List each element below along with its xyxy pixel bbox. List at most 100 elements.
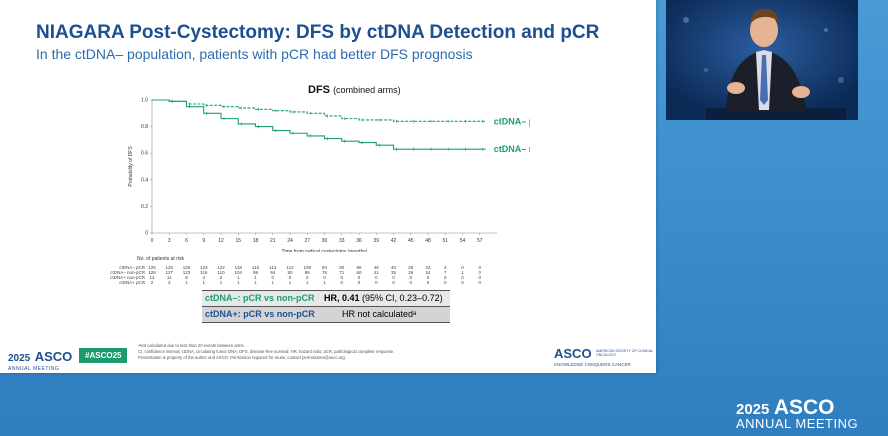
- risk-cell: 0: [426, 275, 430, 280]
- risk-cell: 0: [340, 280, 343, 285]
- asco-tagline: KNOWLEDGE CONQUERS CANCER: [554, 362, 631, 367]
- asco-society-logo: ASCO AMERICAN SOCIETY OF CLINICAL ONCOLO…: [554, 346, 653, 367]
- y-tick-label: 0.2: [141, 204, 148, 210]
- risk-cell: 35: [390, 270, 396, 275]
- slide-title: NIAGARA Post-Cystectomy: DFS by ctDNA De…: [36, 22, 600, 43]
- hr-table: ctDNA–: pCR vs non-pCR HR, 0.41 (95% CI,…: [202, 290, 450, 323]
- risk-cell: 2: [167, 280, 171, 285]
- asco-annual-meeting-logo: 2025 ASCO ANNUAL MEETING: [8, 348, 72, 372]
- risk-cell: 23: [425, 265, 431, 270]
- x-tick-label: 54: [460, 238, 466, 244]
- risk-cell: 0: [409, 280, 412, 285]
- risk-cell: 122: [217, 265, 225, 270]
- risk-cell: 0: [426, 280, 430, 285]
- footnote-1: ᵃNot calculated due to less than 20 even…: [138, 343, 245, 348]
- risk-cell: 2: [150, 280, 154, 285]
- x-tick-label: 27: [304, 238, 310, 244]
- risk-cell: 0: [374, 275, 378, 280]
- risk-cell: 0: [443, 280, 447, 285]
- y-tick-label: 0.6: [141, 151, 148, 157]
- annual-meeting-logo-overlay: 2025 ASCO ANNUAL MEETING: [736, 396, 858, 431]
- asco-society-logo-name: ASCO: [554, 346, 592, 361]
- x-tick-label: 6: [185, 238, 188, 244]
- risk-cell: 0: [288, 275, 292, 280]
- risk-row-label: ctDNA– non-pCR: [110, 270, 145, 275]
- risk-cell: 110: [217, 270, 225, 275]
- risk-cell: 1: [271, 280, 274, 285]
- x-axis-label: Time from radical cystectomy (months): [282, 249, 368, 252]
- asco-logo-name: ASCO: [34, 349, 73, 364]
- risk-cell: 26: [408, 265, 414, 270]
- risk-cell: 14: [149, 275, 155, 280]
- risk-cell: 48: [373, 265, 379, 270]
- risk-cell: 123: [199, 265, 208, 270]
- risk-cell: 116: [200, 270, 208, 275]
- risk-cell: 0: [357, 275, 361, 280]
- risk-cell: 0: [461, 280, 464, 285]
- risk-row-label: ctDNA+ pCR: [119, 280, 145, 285]
- risk-cell: 118: [234, 265, 242, 270]
- risk-cell: 90: [287, 270, 293, 275]
- y-tick-label: 0.4: [141, 177, 148, 183]
- hr-ci: (95% CI, 0.23–0.72): [359, 293, 443, 303]
- risk-cell: 1: [185, 280, 188, 285]
- risk-cell: 94: [321, 265, 327, 270]
- risk-cell: 0: [392, 275, 395, 280]
- risk-cell: 11: [166, 275, 172, 280]
- x-tick-label: 57: [477, 238, 483, 244]
- risk-cell: 128: [148, 270, 156, 275]
- hr-row-ctdna-neg: ctDNA–: pCR vs non-pCR HR, 0.41 (95% CI,…: [202, 290, 450, 306]
- x-tick-label: 33: [339, 238, 345, 244]
- risk-cell: 60: [356, 270, 362, 275]
- chart-title-main: DFS: [308, 84, 330, 96]
- risk-cell: 0: [461, 275, 464, 280]
- risk-cell: 0: [392, 280, 395, 285]
- footnotes: ᵃNot calculated due to less than 20 even…: [138, 343, 428, 361]
- risk-row: ctDNA– non-pCR 128 127 123 116 110 104 99 94 90 86…: [90, 270, 520, 276]
- risk-cell: 0: [409, 275, 412, 280]
- x-tick-label: 51: [442, 238, 448, 244]
- risk-cell: 125: [148, 265, 156, 270]
- risk-cell: 1: [288, 280, 292, 285]
- speaker-image: [666, 0, 858, 120]
- x-tick-label: 48: [425, 238, 431, 244]
- risk-cell: 1: [202, 280, 205, 285]
- risk-cell: 41: [373, 270, 379, 275]
- risk-cell: 0: [340, 275, 343, 280]
- risk-cell: 86: [304, 270, 310, 275]
- slide-subtitle: In the ctDNA– population, patients with …: [36, 46, 473, 62]
- risk-row-label: ctDNA+ non-pCR: [110, 275, 145, 280]
- risk-cell: 8: [185, 275, 188, 280]
- risk-cell: 1: [236, 280, 240, 285]
- risk-cell: 109: [303, 265, 311, 270]
- risk-cell: 0: [271, 275, 274, 280]
- x-tick-label: 0: [151, 238, 154, 244]
- hr-value: HR, 0.41: [324, 293, 360, 303]
- risk-cell: 0: [305, 275, 309, 280]
- risk-cell: 0: [357, 280, 361, 285]
- x-tick-label: 24: [287, 238, 293, 244]
- y-tick-label: 0: [145, 231, 148, 237]
- hr-row-ctdna-pos-value: HR not calculatedᵃ: [342, 309, 417, 319]
- presentation-slide: NIAGARA Post-Cystectomy: DFS by ctDNA De…: [0, 0, 656, 373]
- risk-cell: 123: [182, 270, 191, 275]
- risk-cell: 2: [219, 275, 223, 280]
- risk-cell: 115: [251, 265, 260, 270]
- x-tick-label: 3: [168, 238, 171, 244]
- risk-cell: 104: [234, 270, 242, 275]
- risk-cell: 0: [461, 265, 464, 270]
- overlay-logo-year: 2025: [736, 401, 770, 418]
- risk-cell: 1: [254, 280, 257, 285]
- x-tick-label: 21: [270, 238, 276, 244]
- hr-row-ctdna-neg-label: ctDNA–: pCR vs non-pCR: [205, 293, 315, 303]
- risk-cell: 7: [443, 270, 447, 275]
- risk-cell: 80: [339, 265, 345, 270]
- footnote-2: CI, confidence interval; ctDNA, circulat…: [138, 349, 395, 354]
- risk-cell: 0: [478, 270, 481, 275]
- series-line-0: [152, 99, 486, 122]
- x-tick-label: 18: [253, 238, 259, 244]
- risk-cell: 127: [165, 270, 173, 275]
- hr-row-ctdna-pos: ctDNA+: pCR vs non-pCR HR not calculated…: [202, 306, 450, 323]
- risk-row: ctDNA+ non-pCR 14 11 8 4 2 1 1 0 0 0 0 0 0 0 0 0 0 0 0 0: [90, 275, 520, 281]
- risk-cell: 112: [286, 265, 294, 270]
